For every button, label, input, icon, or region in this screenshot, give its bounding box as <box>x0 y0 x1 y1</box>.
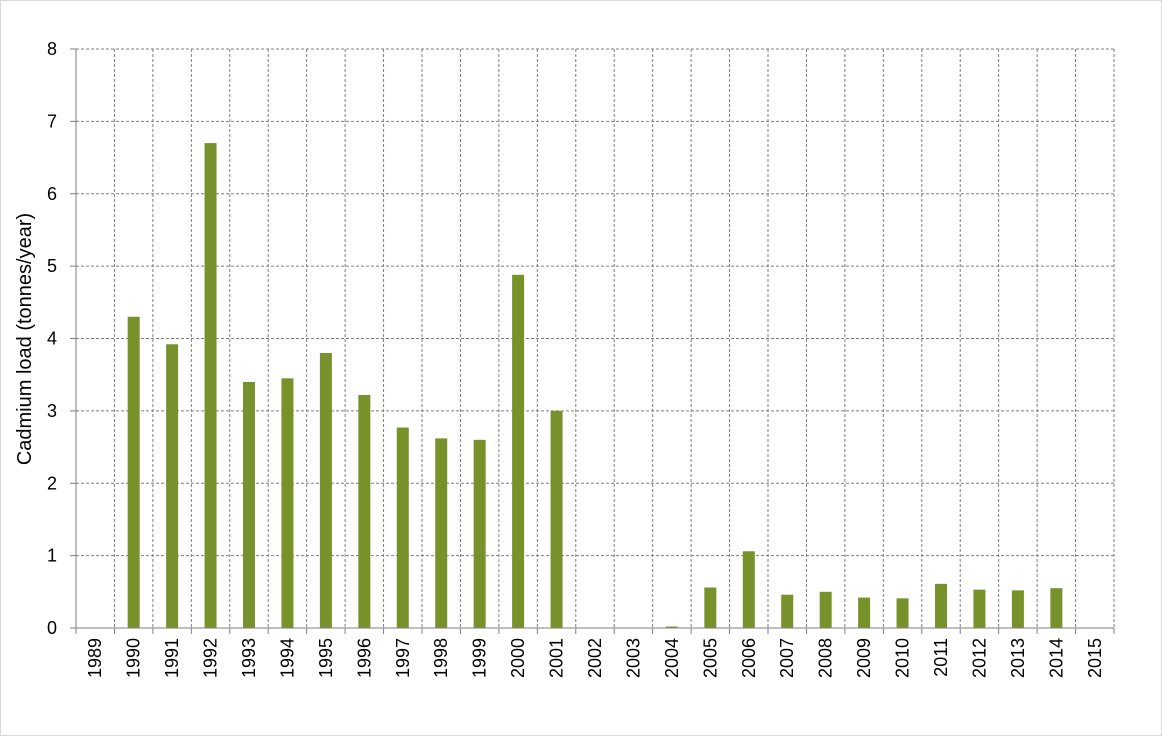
x-tick-label: 1996 <box>354 638 374 678</box>
x-tick-label: 2003 <box>623 638 643 678</box>
bar-2005 <box>704 587 717 628</box>
x-tick-label: 1989 <box>85 638 105 678</box>
bar-2013 <box>1011 590 1024 628</box>
bar-2006 <box>742 551 755 628</box>
x-tick-label: 2013 <box>1008 638 1028 678</box>
y-axis-title: Cadmium load (tonnes/year) <box>14 213 36 465</box>
bar-1993 <box>243 381 255 628</box>
bar-2009 <box>858 597 871 628</box>
x-tick-label: 2011 <box>931 638 951 677</box>
x-tick-label: 2007 <box>777 638 797 678</box>
x-tick-label: 1994 <box>277 638 297 678</box>
x-tick-label: 1998 <box>431 638 451 678</box>
bar-1999 <box>473 439 486 628</box>
y-tick-labels: 0 1 2 3 4 5 6 7 8 <box>47 39 57 638</box>
x-tick-labels: 1989 1990 1991 1992 1993 1994 1995 1996 1997 1998… <box>85 638 1105 678</box>
bar-1992 <box>204 143 217 628</box>
x-tick-label: 2004 <box>662 638 682 678</box>
y-tick-label: 1 <box>47 546 57 566</box>
y-tick-label: 2 <box>47 473 57 493</box>
x-tick-label: 2008 <box>816 638 836 678</box>
y-tick-label: 5 <box>47 256 57 276</box>
bar-1997 <box>396 427 409 628</box>
x-tick-label: 2012 <box>969 638 989 678</box>
axes <box>70 48 1115 634</box>
bar-1990 <box>127 316 140 628</box>
x-tick-label: 2002 <box>585 638 605 678</box>
x-tick-label: 2014 <box>1046 638 1066 678</box>
x-tick-label: 1997 <box>393 638 413 678</box>
bar-2012 <box>973 589 986 628</box>
bar-2004 <box>665 626 678 628</box>
bar-2011 <box>935 583 947 628</box>
y-tick-label: 6 <box>47 184 57 204</box>
bar-1995 <box>319 352 332 628</box>
bar-1996 <box>358 394 371 628</box>
bar-2010 <box>896 598 909 628</box>
bar-2014 <box>1050 588 1063 628</box>
y-tick-label: 4 <box>47 329 57 349</box>
y-tick-label: 7 <box>47 111 57 131</box>
x-tick-label: 2006 <box>739 638 759 678</box>
bar-1998 <box>435 438 448 628</box>
y-tick-label: 0 <box>47 618 57 638</box>
x-tick-label: 1992 <box>201 638 221 678</box>
grid-lines <box>76 48 1115 628</box>
x-tick-label: 1999 <box>470 638 490 678</box>
x-tick-label: 1995 <box>316 638 336 678</box>
x-tick-label: 1991 <box>162 638 182 678</box>
bar-2001 <box>550 410 563 628</box>
bar-2007 <box>781 594 794 628</box>
x-tick-label: 2000 <box>508 638 528 678</box>
y-tick-label: 8 <box>47 39 57 59</box>
bar-1991 <box>166 344 179 628</box>
x-tick-label: 1990 <box>124 638 144 678</box>
x-tick-label: 2001 <box>547 638 567 678</box>
x-tick-label: 1993 <box>239 638 259 678</box>
y-tick-label: 3 <box>47 401 57 421</box>
x-tick-label: 2005 <box>700 638 720 678</box>
bars <box>127 143 1063 628</box>
bar-2008 <box>819 591 832 628</box>
x-tick-label: 2015 <box>1085 638 1105 678</box>
x-tick-label: 2010 <box>893 638 913 678</box>
bar-1994 <box>281 378 294 628</box>
x-tick-label: 2009 <box>854 638 874 678</box>
bar-2000 <box>512 274 525 628</box>
